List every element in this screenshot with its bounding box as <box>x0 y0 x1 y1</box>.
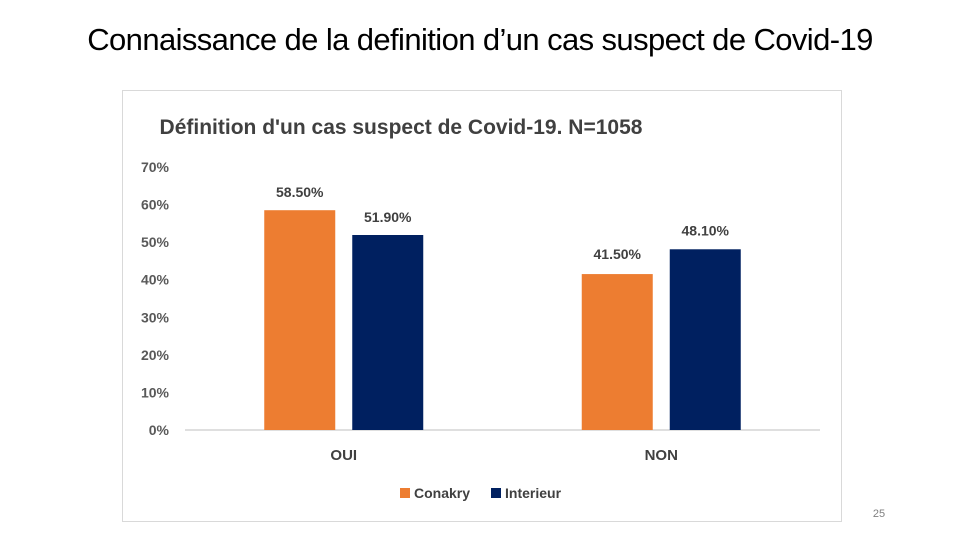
x-tick-label: OUI <box>330 447 357 464</box>
bar-chart: Définition d'un cas suspect de Covid-19.… <box>141 116 820 501</box>
y-tick-label: 30% <box>141 309 170 325</box>
y-tick-label: 60% <box>141 197 170 213</box>
legend-label: Conakry <box>414 485 470 501</box>
data-label: 51.90% <box>364 209 412 225</box>
bar-labels: 58.50% 51.90% 41.50% 48.10% <box>276 184 730 262</box>
slide-title: Connaissance de la definition d’un cas s… <box>87 22 873 57</box>
data-label: 41.50% <box>594 246 642 262</box>
bar-conakry-non <box>581 274 653 430</box>
chart-frame: Définition d'un cas suspect de Covid-19.… <box>122 90 842 522</box>
y-tick-label: 40% <box>141 272 170 288</box>
legend-swatch <box>491 488 501 498</box>
y-axis-labels: 0% 10% 20% 30% 40% 50% 60% 70% <box>141 159 170 438</box>
bar-interieur-oui <box>352 235 424 430</box>
y-tick-label: 0% <box>149 422 170 438</box>
legend: Conakry Interieur <box>400 485 562 501</box>
page-number: 25 <box>872 508 886 520</box>
y-tick-label: 50% <box>141 234 170 250</box>
x-axis-labels: OUI NON <box>330 447 678 464</box>
chart-title: Définition d'un cas suspect de Covid-19.… <box>160 116 643 139</box>
y-tick-label: 20% <box>141 347 170 363</box>
legend-label: Interieur <box>505 485 562 501</box>
legend-swatch <box>400 488 410 498</box>
x-tick-label: NON <box>645 447 678 464</box>
bar-conakry-oui <box>264 210 336 430</box>
y-tick-label: 10% <box>141 384 170 400</box>
data-label: 48.10% <box>682 222 730 238</box>
data-label: 58.50% <box>276 184 324 200</box>
bar-interieur-non <box>669 249 741 430</box>
y-tick-label: 70% <box>141 159 170 175</box>
bars <box>264 210 741 430</box>
